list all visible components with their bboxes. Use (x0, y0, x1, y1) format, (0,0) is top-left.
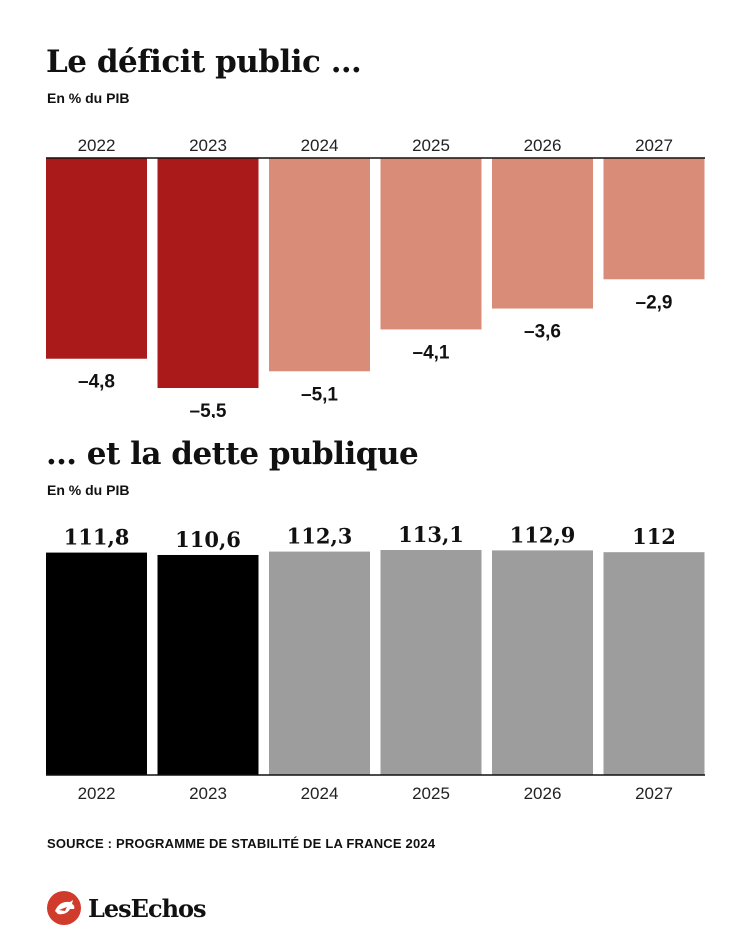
les-echos-logo: LesEchos (46, 888, 207, 928)
deficit-bar (492, 158, 593, 309)
debt-x-tick-label: 2022 (78, 784, 116, 803)
debt-chart-title: … et la dette publique (46, 436, 419, 472)
deficit-bar (380, 158, 482, 330)
deficit-x-tick-label: 2025 (412, 136, 450, 155)
logo-name: LesEchos (88, 893, 207, 923)
debt-x-tick-label: 2025 (412, 784, 450, 803)
debt-x-tick-label: 2024 (301, 784, 339, 803)
debt-bar (46, 552, 147, 775)
deficit-x-tick-label: 2022 (78, 136, 116, 155)
deficit-bar (603, 158, 705, 280)
deficit-chart-subtitle: En % du PIB (47, 90, 130, 106)
debt-value-label: 111,8 (64, 525, 130, 550)
deficit-x-tick-label: 2027 (635, 136, 673, 155)
debt-x-tick-label: 2027 (635, 784, 673, 803)
deficit-value-label: –2,9 (636, 292, 673, 313)
debt-bar (157, 554, 259, 775)
deficit-chart-title: Le déficit public … (46, 44, 362, 80)
debt-value-label: 112,3 (287, 524, 353, 549)
deficit-x-tick-label: 2024 (301, 136, 339, 155)
debt-x-tick-label: 2023 (189, 784, 227, 803)
deficit-value-label: –3,6 (524, 322, 561, 343)
deficit-x-tick-label: 2023 (189, 136, 227, 155)
deficit-value-label: –5,1 (301, 384, 338, 405)
debt-value-label: 112,9 (510, 522, 576, 547)
deficit-bar (269, 158, 370, 372)
deficit-value-label: –5,5 (190, 401, 227, 418)
debt-x-tick-label: 2026 (524, 784, 562, 803)
debt-bar (603, 552, 705, 775)
deficit-value-label: –4,1 (413, 342, 450, 363)
debt-bar (380, 550, 482, 775)
deficit-x-tick-label: 2026 (524, 136, 562, 155)
les-echos-rooster-icon (47, 891, 81, 925)
debt-chart-subtitle: En % du PIB (47, 482, 130, 498)
deficit-bar (157, 158, 259, 388)
debt-value-label: 112 (632, 524, 676, 549)
debt-bar (269, 551, 370, 775)
source-note: SOURCE : PROGRAMME DE STABILITÉ DE LA FR… (47, 836, 436, 851)
deficit-value-label: –4,8 (78, 372, 115, 393)
deficit-chart: 2022 –4,8 2023 –5,5 2024 –5,1 2025 –4,1 2026 –3,6… (46, 136, 705, 418)
debt-chart: 111,8 2022 110,6 2023 112,3 2024 113,1 2025 112,… (46, 522, 705, 803)
debt-value-label: 110,6 (175, 527, 241, 552)
debt-bar (492, 550, 593, 775)
debt-value-label: 113,1 (398, 522, 464, 547)
deficit-bar (46, 158, 147, 359)
